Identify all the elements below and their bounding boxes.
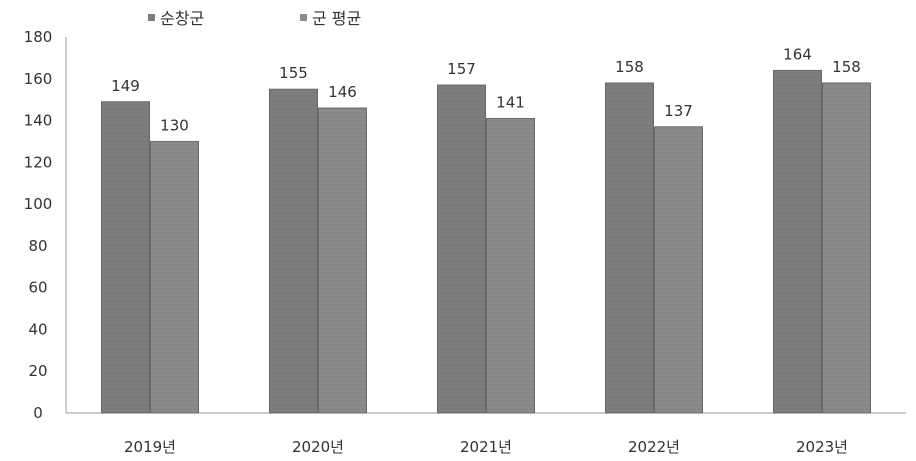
bar-texture — [486, 118, 535, 413]
y-tick-label: 120 — [24, 153, 53, 171]
value-label: 130 — [160, 116, 189, 134]
bar-texture — [318, 108, 367, 414]
y-tick-label: 160 — [24, 70, 53, 88]
value-label: 146 — [328, 83, 357, 101]
value-label: 141 — [496, 93, 525, 111]
category-label: 2021년 — [460, 438, 512, 456]
bar-texture — [101, 101, 150, 413]
legend-label-series-1: 순창군 — [160, 9, 204, 28]
bar-texture — [605, 82, 654, 413]
y-tick-label: 80 — [28, 237, 47, 255]
category-label: 2023년 — [796, 438, 848, 456]
bar-texture — [150, 141, 199, 413]
legend-swatch-series-1 — [148, 14, 155, 21]
bar-texture — [654, 126, 703, 414]
y-tick-label: 20 — [28, 362, 47, 380]
y-tick-label: 180 — [24, 28, 53, 46]
y-tick-label: 100 — [24, 195, 53, 213]
value-label: 157 — [447, 60, 476, 78]
value-label: 164 — [783, 45, 812, 63]
category-label: 2020년 — [292, 438, 344, 456]
y-tick-label: 140 — [24, 112, 53, 130]
y-tick-label: 0 — [33, 404, 43, 422]
legend: 순창군 군 평균 — [148, 9, 361, 28]
value-label: 158 — [615, 58, 644, 76]
category-label: 2019년 — [124, 438, 176, 456]
category-labels: 2019년 2020년 2021년 2022년 2023년 — [124, 438, 848, 456]
bars — [101, 69, 871, 414]
value-label: 158 — [832, 58, 861, 76]
bar-texture — [437, 85, 486, 414]
y-axis-ticks: 0 20 40 60 80 100 120 140 160 180 — [24, 28, 53, 422]
value-labels: 149 130 155 146 157 141 158 137 164 158 — [111, 45, 861, 134]
bar-texture — [269, 89, 318, 413]
legend-swatch-series-2 — [300, 14, 307, 21]
legend-label-series-2: 군 평균 — [312, 9, 361, 28]
value-label: 137 — [664, 102, 693, 120]
value-label: 149 — [111, 77, 140, 95]
category-label: 2022년 — [628, 438, 680, 456]
bar-texture — [773, 70, 822, 413]
y-tick-label: 40 — [28, 320, 47, 338]
y-tick-label: 60 — [28, 279, 47, 297]
value-label: 155 — [279, 64, 308, 82]
bar-texture — [822, 82, 871, 413]
